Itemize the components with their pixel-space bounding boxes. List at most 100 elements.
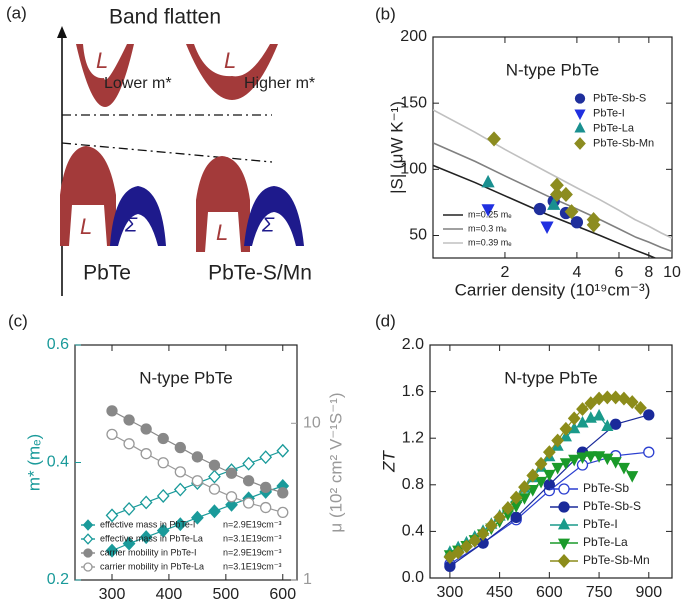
- legend-label: PbTe-Sb-Mn: [583, 553, 650, 567]
- marker: [549, 186, 564, 203]
- x-tick-label: 2: [500, 264, 509, 281]
- marker: [601, 419, 614, 431]
- conduction-band: [76, 44, 134, 107]
- marker: [123, 414, 135, 426]
- marker: [481, 174, 495, 188]
- marker: [277, 506, 289, 519]
- x-tick-label: 450: [486, 584, 513, 601]
- marker: [551, 433, 565, 448]
- x-tick-label: 300: [437, 584, 464, 601]
- marker: [157, 432, 169, 445]
- y-tick-label: 50: [409, 227, 427, 244]
- valence-band-l: [60, 146, 116, 246]
- plot-frame: [432, 36, 673, 259]
- marker: [609, 457, 622, 469]
- chart-title: N-type PbTe: [506, 60, 600, 79]
- marker: [557, 538, 571, 551]
- series: [106, 405, 289, 499]
- marker: [559, 429, 572, 442]
- x-tick-label: 4: [572, 264, 581, 281]
- y-tick-label: 1.6: [402, 383, 424, 400]
- marker: [609, 418, 622, 430]
- marker: [551, 462, 564, 475]
- marker: [122, 536, 136, 551]
- marker: [242, 456, 255, 471]
- marker: [564, 204, 579, 220]
- marker: [574, 93, 586, 104]
- series: [106, 428, 289, 519]
- marker: [542, 445, 556, 460]
- x-tick-label: 900: [635, 584, 662, 601]
- marker: [592, 408, 606, 421]
- legend-label: m=0.39 mₑ: [468, 237, 512, 247]
- band-label: Σ: [261, 214, 275, 236]
- band-label: L: [216, 220, 228, 245]
- marker: [547, 197, 561, 210]
- chart-title: N-type PbTe: [504, 368, 598, 387]
- marker: [586, 217, 601, 233]
- legend: effective mass in PbTe-I n=2.9E19cm⁻³ effe…: [81, 519, 282, 572]
- marker: [501, 501, 515, 516]
- marker: [493, 510, 506, 525]
- legend-label: m=0.25 mₑ: [468, 209, 512, 219]
- marker: [242, 475, 255, 487]
- marker: [173, 482, 187, 497]
- marker: [139, 530, 153, 545]
- y-tick-label: 0.6: [47, 336, 69, 353]
- y-tick-label: 0.4: [402, 523, 424, 540]
- panel-label: (b): [375, 4, 396, 23]
- arrow-head: [57, 26, 67, 38]
- marker: [259, 450, 273, 465]
- y-tick-label: 1.2: [402, 429, 424, 446]
- valence-band-sigma: [244, 186, 304, 246]
- marker: [468, 533, 482, 548]
- valence-band-l: [196, 156, 250, 252]
- legend: PbTe-Sb PbTe-Sb-S PbTe-I PbTe-La PbTe-Sb-Mn: [550, 481, 650, 568]
- y-axis-label: m* (mₑ): [24, 434, 43, 491]
- marker: [509, 490, 523, 505]
- legend-label: PbTe-Sb-Mn: [593, 137, 654, 149]
- marker: [208, 459, 221, 471]
- x-tick-label: 6: [615, 264, 624, 281]
- marker: [574, 109, 586, 121]
- panel-label: (d): [375, 311, 396, 330]
- marker: [510, 511, 522, 524]
- panel-a: (a) Band flatten L L Lower m* Higher m* …: [6, 3, 315, 296]
- legend-label: effective mass in PbTe-I: [100, 519, 195, 529]
- y-tick-label: 0.2: [47, 571, 69, 588]
- marker: [276, 443, 290, 458]
- marker: [559, 458, 572, 470]
- marker: [82, 519, 94, 531]
- marker: [617, 462, 631, 475]
- series: [481, 174, 561, 210]
- y-tick-label: 100: [400, 161, 427, 178]
- marker: [625, 395, 639, 410]
- marker: [225, 491, 238, 503]
- band-label: L: [224, 48, 236, 73]
- marker: [557, 554, 571, 568]
- legend-label: PbTe-Sb: [583, 481, 629, 495]
- marker: [643, 446, 655, 458]
- marker: [174, 466, 186, 478]
- marker: [225, 467, 238, 479]
- diagram-title: Band flatten: [109, 6, 221, 29]
- marker: [123, 438, 135, 450]
- y-tick-label: 0.4: [47, 454, 69, 471]
- marker: [643, 409, 655, 421]
- legend-label: PbTe-I: [593, 107, 625, 119]
- marker: [260, 501, 272, 514]
- marker: [105, 543, 119, 558]
- y2-tick-label: 1: [303, 571, 312, 588]
- marker: [484, 518, 498, 533]
- marker: [122, 501, 136, 516]
- marker: [584, 451, 597, 463]
- marker: [543, 469, 556, 482]
- x-tick-label: 400: [156, 586, 183, 601]
- legend-label: m=0.3 mₑ: [468, 223, 507, 233]
- plot-frame: [429, 344, 673, 579]
- marker: [191, 475, 204, 487]
- marker: [242, 497, 255, 509]
- band-label: L: [80, 214, 92, 239]
- marker: [174, 441, 186, 454]
